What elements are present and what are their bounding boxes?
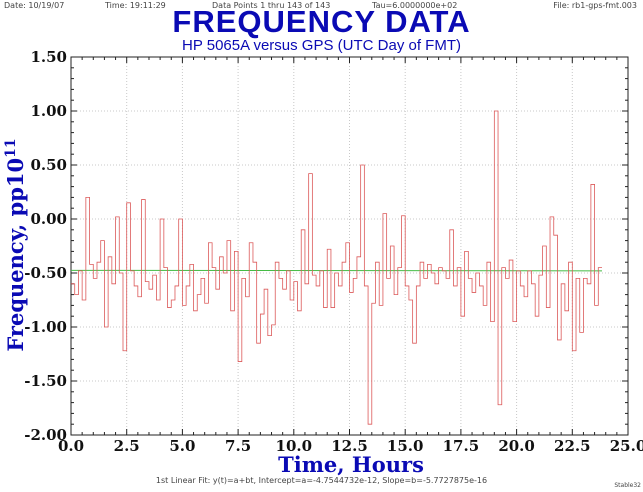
frequency-series-line xyxy=(71,110,603,425)
y-tick-label: -1.50 xyxy=(24,372,67,390)
header-data-points: Data Points 1 thru 143 of 143 xyxy=(212,1,331,10)
y-tick-label: -2.00 xyxy=(24,426,67,444)
x-axis-label: Time, Hours xyxy=(278,452,424,477)
y-tick-label: 0.00 xyxy=(30,210,67,228)
header-time: Time: 19:11:29 xyxy=(105,1,166,10)
header-date: Date: 10/19/07 xyxy=(4,1,65,10)
x-tick-label: 0.0 xyxy=(58,437,84,455)
x-tick-label: 20.0 xyxy=(498,437,535,455)
y-tick-labels: 1.50 1.00 0.50 0.00 -0.50 -1.00 -1.50 -2.00 xyxy=(24,48,67,444)
y-axis-label-exponent: 11 xyxy=(3,138,19,157)
x-tick-label: 15.0 xyxy=(387,437,424,455)
grid xyxy=(71,57,628,435)
x-tick-labels: 0.0 2.5 5.0 7.5 10.0 12.5 15.0 17.5 20.0 22.5 25.0 xyxy=(58,437,643,455)
y-tick-label: 0.50 xyxy=(30,156,67,174)
linear-fit-line xyxy=(70,269,603,272)
x-tick-label: 17.5 xyxy=(443,437,480,455)
fit-summary: 1st Linear Fit: y(t)=a+bt, Intercept=a=-… xyxy=(155,476,488,485)
y-tick-label: -1.00 xyxy=(24,318,67,336)
header-file: File: rb1-gps-fmt.003 xyxy=(553,1,637,10)
axis-ticks xyxy=(70,56,629,436)
x-tick-label: 5.0 xyxy=(169,437,195,455)
app-label: Stable32 xyxy=(614,482,641,489)
x-tick-label: 25.0 xyxy=(610,437,643,455)
chart-title: FREQUENCY DATA xyxy=(172,4,471,39)
y-tick-label: -0.50 xyxy=(24,264,67,282)
y-axis-label: Frequency, pp1011 xyxy=(3,138,28,351)
y-tick-label: 1.50 xyxy=(30,48,67,66)
y-axis-label-main: Frequency, pp10 xyxy=(3,158,28,352)
x-tick-label: 2.5 xyxy=(114,437,140,455)
y-tick-label: 1.00 xyxy=(30,102,67,120)
header-tau: Tau=6.0000000e+02 xyxy=(372,1,458,10)
x-tick-label: 10.0 xyxy=(276,437,313,455)
chart-subtitle: HP 5065A versus GPS (UTC Day of FMT) xyxy=(182,37,461,54)
x-tick-label: 7.5 xyxy=(225,437,251,455)
x-tick-label: 12.5 xyxy=(331,437,368,455)
x-tick-label: 22.5 xyxy=(554,437,591,455)
